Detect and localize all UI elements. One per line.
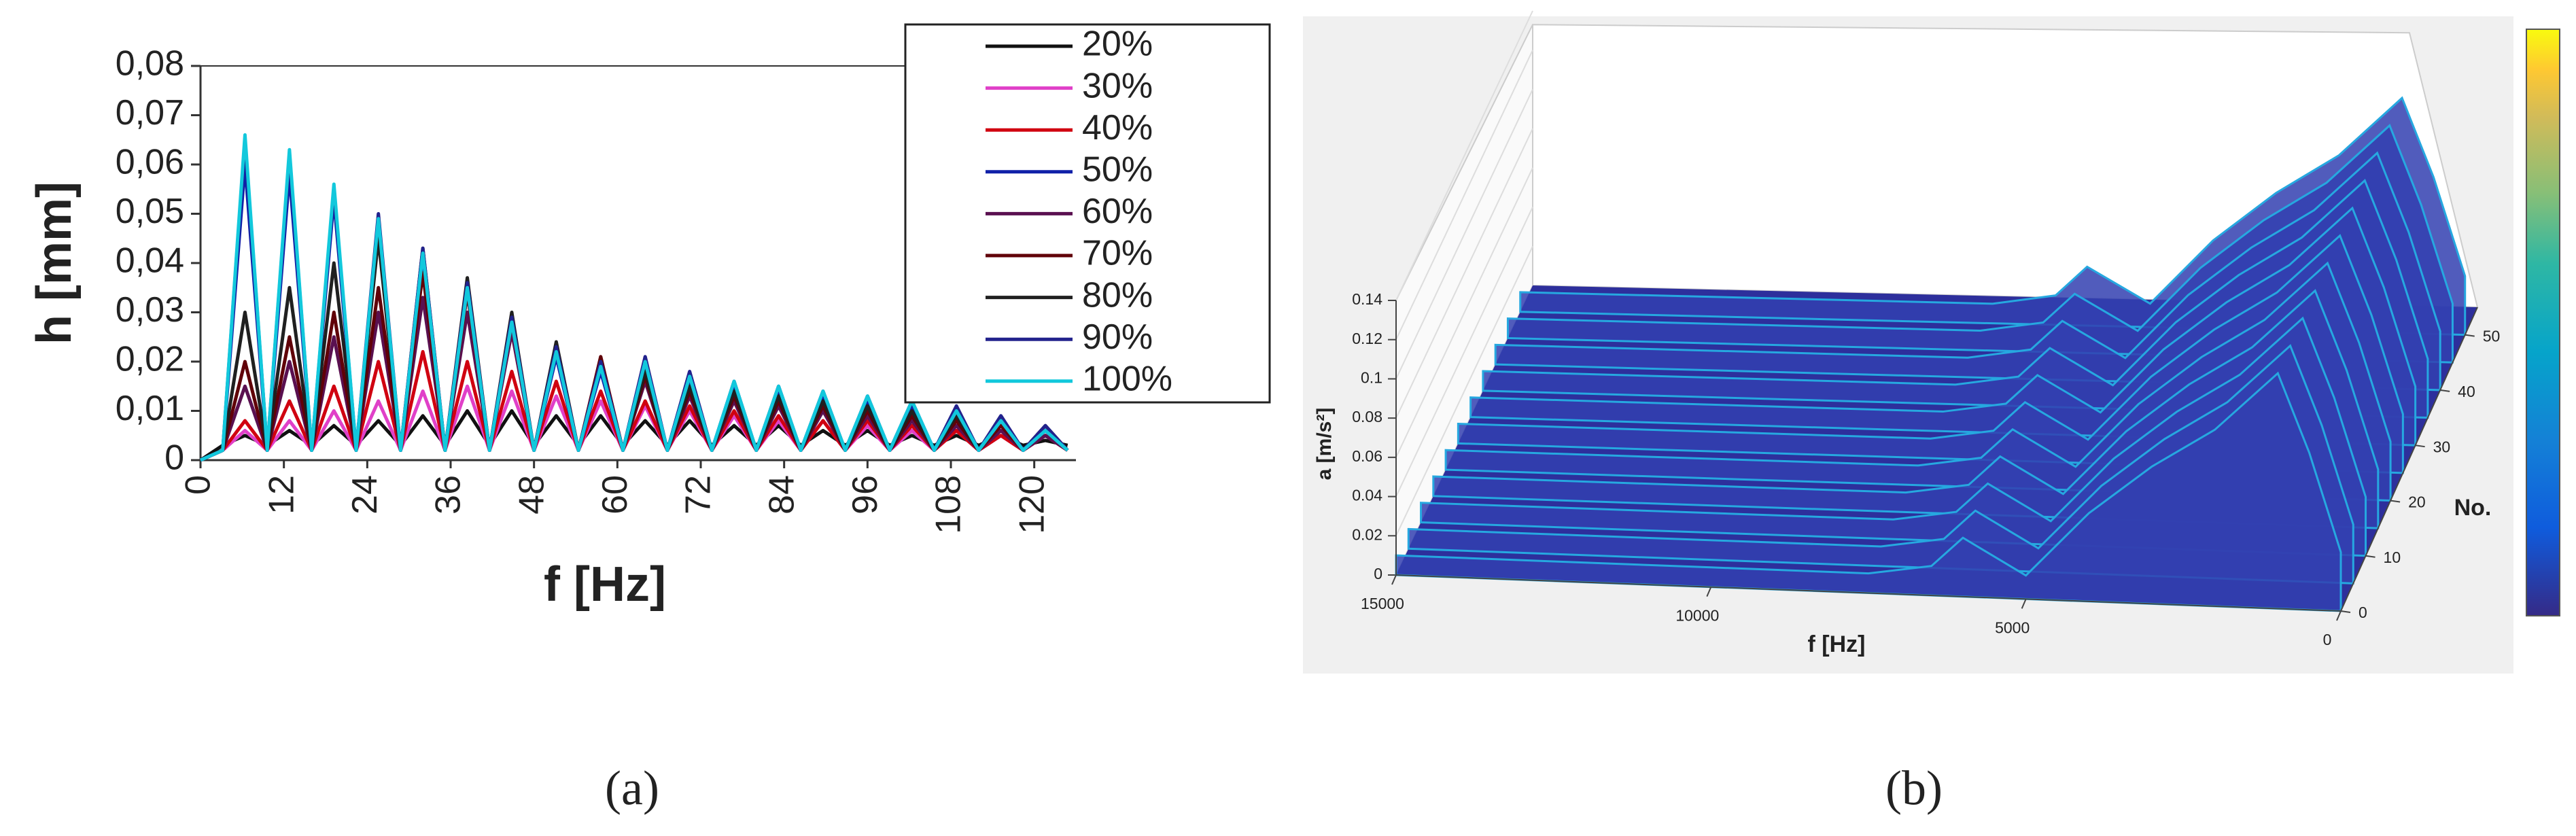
y-tick-label: 0,03 [116, 290, 184, 330]
legend-label: 100% [1082, 360, 1172, 399]
legend-label: 20% [1082, 24, 1153, 64]
y-tick-label: 10 [2384, 548, 2401, 566]
x-tick-label: 5000 [1995, 619, 2030, 636]
x-tick [2021, 598, 2027, 609]
legend-box [904, 23, 1271, 404]
x-tick-label: 120 [1012, 475, 1051, 534]
legend-label: 60% [1082, 192, 1153, 231]
y-tick-label: 50 [2483, 328, 2501, 345]
x-tick-label: 0 [179, 475, 218, 495]
grid-line [1395, 10, 1533, 301]
y-axis-label: No. [2454, 495, 2492, 521]
x-tick-label: 60 [595, 475, 635, 515]
y-tick-label: 0,01 [116, 389, 184, 428]
axis-line [2340, 307, 2478, 612]
grid-line [1395, 128, 1533, 419]
y-tick-label: 0 [2359, 604, 2367, 621]
z-tick-label: 0 [1374, 565, 1382, 582]
caption-b: (b) [1885, 761, 1943, 816]
grid-line [1395, 167, 1533, 458]
x-tick-label: 10000 [1675, 607, 1719, 625]
x-tick-label: 84 [762, 475, 801, 515]
z-tick-label: 0.1 [1361, 369, 1382, 387]
x-tick-label: 48 [512, 475, 551, 515]
z-tick-label: 0.14 [1352, 290, 1382, 308]
y-tick [2415, 445, 2425, 448]
colorbar [2526, 29, 2560, 616]
x-tick-label: 96 [846, 475, 885, 515]
z-tick-label: 0.04 [1352, 487, 1382, 504]
legend-label: 80% [1082, 275, 1153, 315]
y-tick-label: 0,04 [116, 241, 184, 281]
x-tick-label: 108 [929, 475, 969, 534]
y-axis-label: h [mm] [27, 181, 82, 345]
x-tick [1391, 574, 1397, 585]
y-tick [2440, 389, 2450, 392]
grid-line [1395, 245, 1533, 536]
legend-label: 40% [1082, 108, 1153, 147]
y-tick-label: 0,08 [116, 44, 184, 84]
y-tick [2340, 610, 2351, 613]
y-tick-label: 20 [2408, 493, 2426, 511]
x-tick-label: 12 [262, 475, 301, 515]
z-axis-label: a [m/s²] [1313, 408, 1336, 481]
legend-label: 50% [1082, 150, 1153, 190]
grid-line [1395, 50, 1533, 341]
x-tick-label: 36 [429, 475, 468, 515]
z-tick-label: 0.06 [1352, 447, 1382, 465]
x-tick [1706, 587, 1712, 597]
axis-line [1395, 574, 2342, 612]
x-tick [2336, 610, 2342, 621]
x-axis-label: f [Hz] [544, 557, 666, 612]
surface-row [1395, 371, 2342, 612]
x-tick-label: 72 [679, 475, 718, 515]
x-tick-label: 24 [345, 475, 385, 515]
y-tick [2390, 500, 2401, 503]
y-tick [2365, 555, 2375, 558]
y-tick-label: 0,07 [116, 93, 184, 133]
grid-line [1395, 89, 1533, 379]
y-tick-label: 0,06 [116, 143, 184, 182]
z-tick-label: 0.02 [1352, 525, 1382, 543]
y-tick-label: 30 [2433, 438, 2451, 455]
legend-label: 70% [1082, 234, 1153, 273]
z-tick-label: 0.08 [1352, 408, 1382, 425]
x-axis-label: f [Hz] [1808, 631, 1866, 657]
y-tick [2465, 334, 2475, 337]
z-tick-label: 0.12 [1352, 330, 1382, 347]
series-line [199, 133, 1069, 462]
legend-label: 90% [1082, 317, 1153, 357]
x-tick-label: 0 [2323, 631, 2332, 648]
y-tick-label: 40 [2458, 383, 2475, 400]
grid-line [1395, 207, 1533, 497]
y-tick-label: 0,05 [116, 192, 184, 231]
legend-label: 30% [1082, 66, 1153, 105]
y-tick-label: 0,02 [116, 340, 184, 379]
y-tick-label: 0 [164, 438, 184, 478]
x-tick-label: 15000 [1361, 595, 1404, 612]
caption-a: (a) [605, 761, 659, 816]
